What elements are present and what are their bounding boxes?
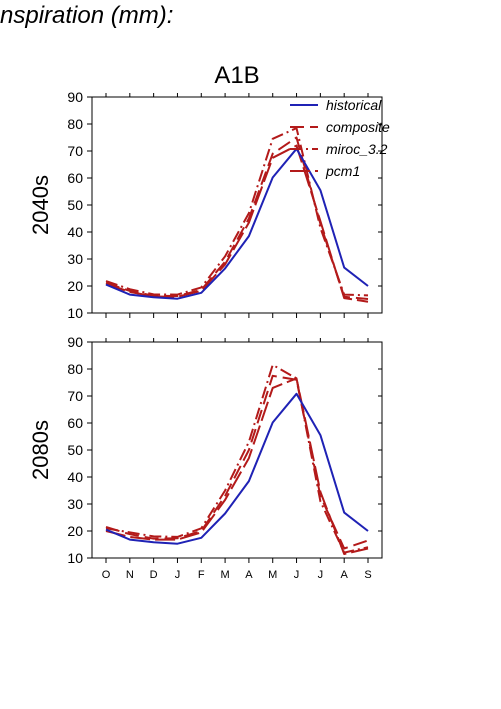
y-tick-label: 10: [67, 305, 83, 321]
y-tick-label: 10: [67, 550, 83, 566]
y-tick-label: 80: [67, 361, 83, 377]
series-line-pcm1: [105, 377, 369, 555]
y-tick-label: 90: [67, 89, 83, 105]
y-tick-label: 60: [67, 170, 83, 186]
x-tick-label: O: [102, 569, 111, 581]
page-heading: nspiration (mm):: [0, 2, 174, 29]
chart-title: A1B: [214, 62, 259, 89]
y-tick-label: 50: [67, 442, 83, 458]
legend-label: pcm1: [325, 163, 360, 179]
x-tick-label: D: [150, 569, 158, 581]
legend-label: composite: [326, 119, 390, 135]
y-tick-label: 70: [67, 388, 83, 404]
y-tick-label: 20: [67, 523, 83, 539]
x-tick-label: A: [245, 569, 253, 581]
y-tick-label: 30: [67, 496, 83, 512]
y-tick-label: 30: [67, 251, 83, 267]
x-tick-label: M: [221, 569, 230, 581]
plot-frame-2: [91, 341, 383, 559]
y-tick-label: 90: [67, 334, 83, 350]
series-line-historical: [105, 147, 369, 300]
series-line-miroc-3-2: [105, 363, 369, 554]
series-line-composite: [105, 136, 369, 300]
x-tick-label: F: [198, 569, 205, 581]
y-axis-label: 2080s: [28, 420, 53, 480]
y-axis-label: 2040s: [28, 175, 53, 235]
legend-label: historical: [326, 97, 382, 113]
y-tick-label: 50: [67, 197, 83, 213]
x-tick-label: J: [318, 569, 324, 581]
series-line-pcm1: [105, 144, 369, 303]
x-tick-label: J: [294, 569, 300, 581]
y-tick-label: 40: [67, 469, 83, 485]
y-tick-label: 40: [67, 224, 83, 240]
x-tick-label: M: [268, 569, 277, 581]
y-tick-label: 60: [67, 415, 83, 431]
y-tick-label: 70: [67, 143, 83, 159]
series-line-composite: [105, 374, 369, 550]
x-tick-label: N: [126, 569, 134, 581]
x-tick-label: S: [364, 569, 371, 581]
y-tick-label: 80: [67, 116, 83, 132]
series-line-historical: [105, 392, 369, 545]
x-tick-label: J: [175, 569, 181, 581]
x-tick-label: A: [341, 569, 349, 581]
y-tick-label: 20: [67, 278, 83, 294]
legend-label: miroc_3.2: [326, 141, 388, 157]
